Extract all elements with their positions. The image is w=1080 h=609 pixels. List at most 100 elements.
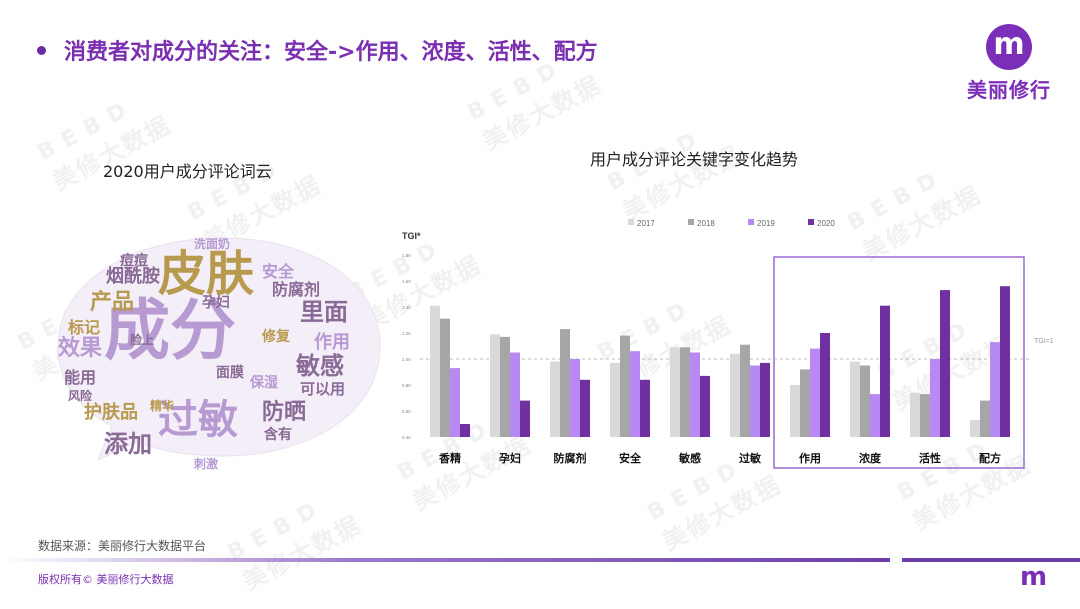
brand-logo-mark: m [986, 24, 1032, 70]
bar-2019 [510, 352, 520, 437]
bar-2018 [500, 336, 510, 437]
x-tick-label: 敏感 [678, 451, 701, 465]
word-cloud-title: 2020用户成分评论词云 [103, 162, 272, 181]
watermark-text: 美修大数据 [48, 110, 177, 197]
bar-2020 [760, 362, 770, 437]
x-tick-label: 安全 [619, 451, 642, 465]
word-cloud-word: 敏感 [296, 352, 344, 380]
word-cloud-word: 能用 [64, 368, 97, 387]
word-cloud-word: 产品 [90, 290, 135, 315]
x-tick-label: 活性 [919, 451, 941, 465]
word-cloud-word: 精华 [150, 399, 175, 413]
x-tick-label: 过敏 [739, 451, 762, 465]
data-source-note: 数据来源：美丽修行大数据平台 [38, 539, 207, 553]
y-tick-label: 0.40 [402, 435, 411, 440]
bar-2019 [870, 394, 880, 437]
legend-swatch [748, 219, 754, 225]
x-tick-label: 孕妇 [499, 451, 521, 465]
word-cloud-bubble-shape [57, 237, 381, 462]
bar-2019 [690, 352, 700, 437]
word-cloud-word: 作用 [314, 332, 350, 353]
footer-logo-icon: m [1020, 562, 1048, 592]
bar-2018 [920, 394, 930, 437]
word-cloud-word: 含有 [264, 427, 292, 443]
word-cloud-word: 皮肤 [158, 246, 255, 302]
word-cloud-word: 里面 [300, 298, 348, 326]
bar-2020 [1000, 286, 1010, 437]
bar-2020 [520, 400, 530, 437]
brand-logo-name: 美丽修行 [967, 78, 1051, 102]
y-tick-label: 0.60 [402, 409, 411, 414]
bar-2017 [610, 362, 620, 437]
word-cloud-word: 脸上 [130, 333, 155, 347]
word-cloud-word: 护肤品 [84, 402, 138, 423]
x-tick-label: 浓度 [859, 451, 882, 465]
brand-logo: m 美丽修行 [964, 24, 1054, 103]
bar-2020 [940, 290, 950, 437]
bar-2017 [490, 334, 500, 437]
bar-2018 [680, 347, 690, 437]
bar-2017 [850, 361, 860, 437]
legend-label: 2020 [817, 219, 835, 228]
x-tick-label: 防腐剂 [554, 451, 587, 465]
bar-2018 [620, 335, 630, 437]
y-tick-label: 1.60 [402, 279, 411, 284]
watermark-text: 美修大数据 [238, 510, 367, 597]
bar-2019 [810, 348, 820, 437]
x-tick-label: 配方 [979, 451, 1001, 465]
tgi-bar-chart: 2017 2018 2019 2020 TGI* 0.40 0.60 0.80 1.00 1.20… [402, 219, 1054, 469]
word-cloud-word: 面膜 [216, 365, 244, 381]
legend-swatch [808, 219, 814, 225]
bar-2017 [970, 420, 980, 437]
highlight-box [773, 256, 1025, 469]
bar-2019 [570, 359, 580, 437]
copyright-text: 版权所有© 美丽修行大数据 [38, 573, 174, 586]
bar-2017 [910, 392, 920, 437]
y-axis-label: TGI* [402, 231, 421, 241]
legend-swatch [688, 219, 694, 225]
y-tick-label: 1.20 [402, 331, 411, 336]
word-cloud-word: 烟酰胺 [106, 266, 160, 287]
word-cloud-word: 洗面奶 [194, 237, 231, 251]
bar-2018 [980, 400, 990, 437]
legend-label: 2018 [697, 219, 715, 228]
footer-divider [0, 558, 890, 562]
word-cloud-word: 保湿 [250, 375, 278, 391]
word-cloud-word: 效果 [58, 336, 103, 361]
word-cloud-word: 刺激 [194, 457, 219, 471]
bar-2018 [440, 318, 450, 437]
word-cloud-word: 添加 [104, 430, 152, 458]
bar-2017 [790, 385, 800, 437]
bar-2019 [990, 342, 1000, 437]
word-cloud-word: 风险 [68, 389, 93, 403]
word-cloud-word: 防腐剂 [272, 280, 321, 299]
bar-2020 [880, 305, 890, 437]
y-tick-label: 1.40 [402, 305, 411, 310]
word-cloud-word: 过敏 [158, 397, 238, 443]
bar-2020 [460, 424, 470, 437]
bar-2020 [700, 375, 710, 437]
bar-2017 [670, 347, 680, 437]
word-cloud-word: 修复 [262, 329, 290, 345]
bar-2018 [860, 365, 870, 437]
watermark-text: BEBD [33, 93, 140, 167]
bar-2017 [730, 353, 740, 437]
word-cloud-word: 成分 [104, 292, 236, 369]
chart-title: 用户成分评论关键字变化趋势 [590, 150, 799, 169]
word-cloud-word: 孕妇 [202, 295, 230, 311]
word-cloud-word: 可以用 [300, 380, 346, 398]
word-cloud-word: 安全 [262, 262, 295, 281]
bar-2018 [800, 369, 810, 437]
watermark-text: BEBD [183, 153, 290, 227]
word-cloud-word: 痘痘 [120, 253, 148, 269]
legend-label: 2019 [757, 219, 775, 228]
watermark-text: BEBD [223, 493, 330, 567]
title-bullet-icon [37, 45, 46, 55]
word-cloud-word: 防晒 [262, 400, 307, 425]
watermark-text: 美修大数据 [658, 470, 787, 557]
y-tick-label: 0.80 [402, 383, 411, 388]
bar-2019 [930, 359, 940, 437]
bar-2017 [430, 305, 440, 437]
page-title: 消费者对成分的关注：安全->作用、浓度、活性、配方 [37, 34, 598, 66]
page-title-text: 消费者对成分的关注：安全->作用、浓度、活性、配方 [64, 40, 598, 65]
